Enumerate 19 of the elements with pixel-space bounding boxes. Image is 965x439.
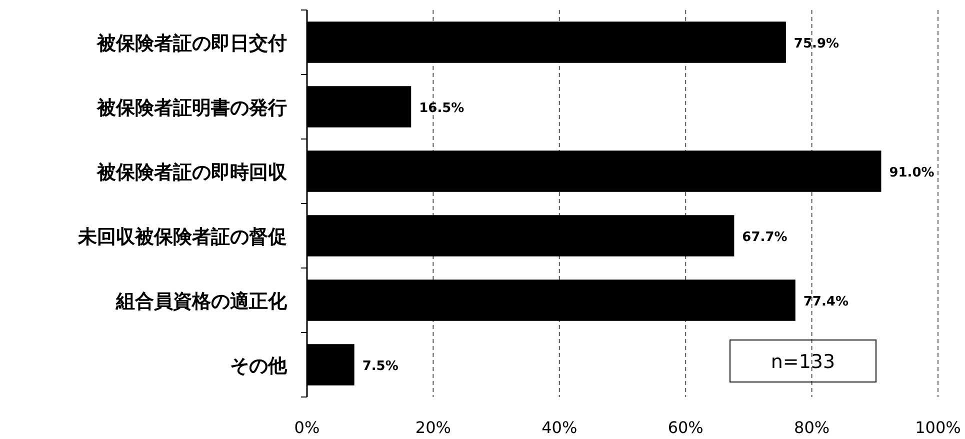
data-label: 75.9% <box>794 36 840 52</box>
data-label: 91.0% <box>889 165 934 180</box>
x-tick-label: 80% <box>794 418 830 437</box>
y-tick-label: 未回収被保険者証の督促 <box>77 226 287 248</box>
y-tick-label: 被保険者証の即時回収 <box>96 161 288 184</box>
x-tick-label: 100% <box>915 418 961 437</box>
x-tick-label: 60% <box>668 418 704 437</box>
y-tick-label: その他 <box>230 354 288 377</box>
x-tick-label: 20% <box>415 418 451 437</box>
annotation: n=133 <box>770 351 836 373</box>
data-label: 16.5% <box>419 100 464 116</box>
data-label: 67.7% <box>742 230 788 245</box>
y-tick-label: 組合員資格の適正化 <box>115 290 288 312</box>
data-label: 77.4% <box>803 294 849 310</box>
x-tick-label: 0% <box>294 418 320 437</box>
x-tick-label: 40% <box>542 418 578 437</box>
y-tick-label: 被保険者証の即日交付 <box>96 32 287 54</box>
data-label: 7.5% <box>362 358 398 374</box>
y-tick-label: 被保険者証明書の発行 <box>96 96 287 119</box>
